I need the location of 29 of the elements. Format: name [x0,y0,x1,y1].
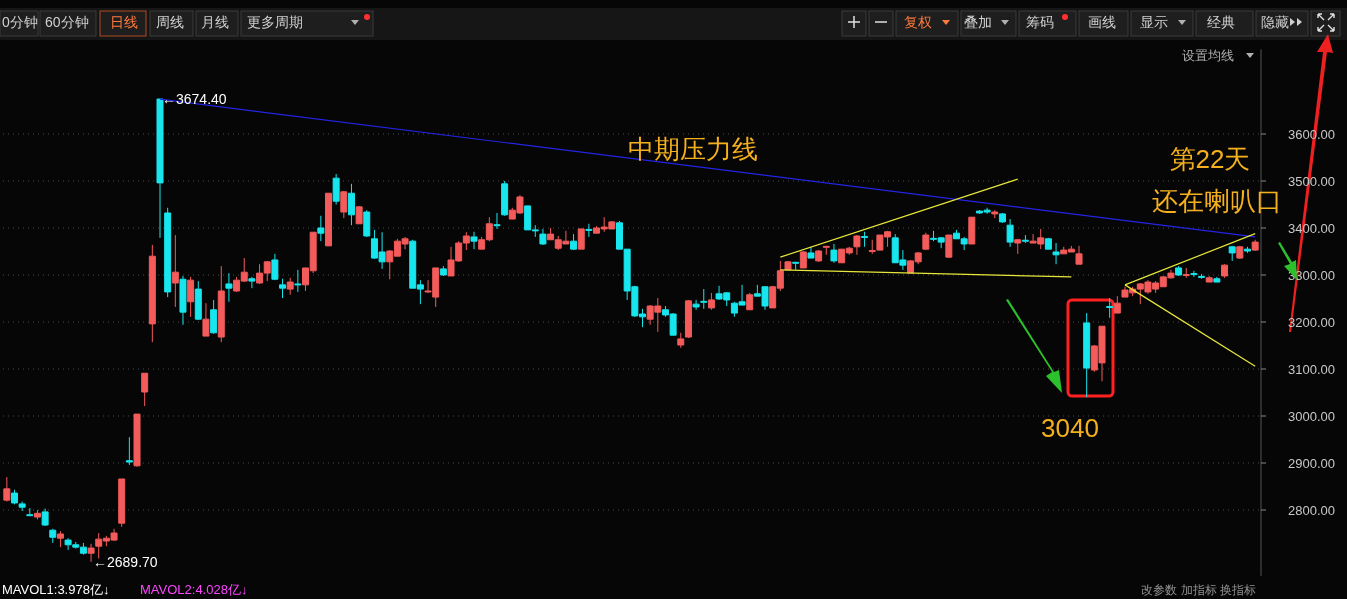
text: 周线 [156,14,184,30]
text: MAVOL2:4.028亿↓ [140,582,248,597]
text: MAVOL1:3.978亿↓ [2,582,110,597]
text: 叠加 [964,14,992,30]
annotation: 设置均线 [1182,48,1234,63]
text: 更多周期 [247,14,303,30]
text: 显示 [1140,14,1168,30]
y-tick-label: 2900.00 [1288,456,1335,471]
y-tick-label: 2800.00 [1288,503,1335,518]
text: 复权 [904,14,932,30]
text: 0分钟 [2,14,38,30]
annotation: 第22天 [1169,144,1251,174]
annotation: ←3674.40 [162,91,227,108]
text: 筹码 [1026,14,1054,30]
y-tick-label: 3100.00 [1288,362,1335,377]
text: 月线 [201,14,229,30]
annotation: 中期压力线 [628,134,758,164]
text: 改参数 [1141,583,1177,597]
text: 画线 [1088,14,1116,30]
text: 隐藏 [1261,14,1289,30]
text: 日线 [110,14,138,30]
y-tick-label: 3000.00 [1288,409,1335,424]
text: 60分钟 [45,14,89,30]
annotation: 3040 [1041,413,1099,443]
text: 加指标 [1181,583,1217,597]
annotation: ←2689.70 [93,554,158,570]
annotation: 还在喇叭口 [1152,186,1282,216]
text: 换指标 [1220,583,1256,597]
text: 经典 [1207,14,1235,30]
